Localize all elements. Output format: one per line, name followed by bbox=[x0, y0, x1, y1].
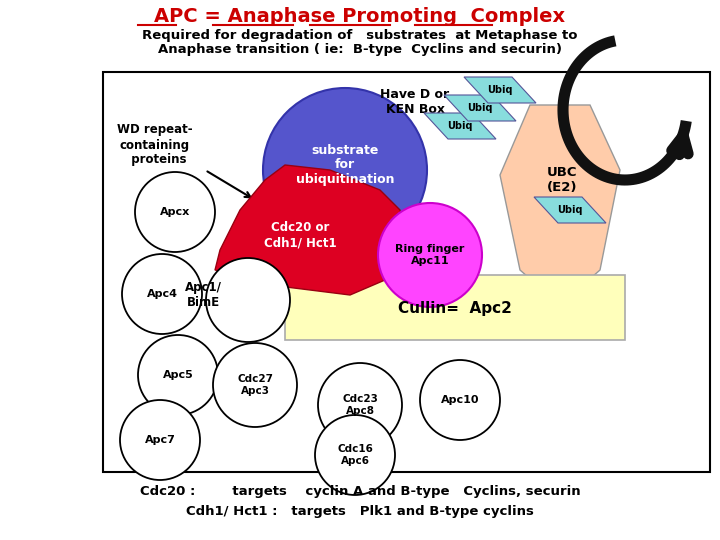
Text: Apc1/
BimE: Apc1/ BimE bbox=[184, 281, 222, 309]
Text: Ubiq: Ubiq bbox=[557, 205, 582, 215]
Text: Apcx: Apcx bbox=[160, 207, 190, 217]
Circle shape bbox=[206, 258, 290, 342]
Text: Ubiq: Ubiq bbox=[467, 103, 492, 113]
Text: APC = Anaphase Promoting  Complex: APC = Anaphase Promoting Complex bbox=[154, 6, 566, 25]
Bar bbox=[285, 275, 625, 340]
Polygon shape bbox=[215, 165, 405, 295]
Circle shape bbox=[122, 254, 202, 334]
Polygon shape bbox=[534, 197, 606, 223]
Text: Apc10: Apc10 bbox=[441, 395, 480, 405]
Circle shape bbox=[213, 343, 297, 427]
Text: Apc5: Apc5 bbox=[163, 370, 194, 380]
Text: Cdc20 :        targets    cyclin A and B-type   Cyclins, securin: Cdc20 : targets cyclin A and B-type Cycl… bbox=[140, 485, 580, 498]
Text: Cdc27
Apc3: Cdc27 Apc3 bbox=[237, 374, 273, 396]
Polygon shape bbox=[464, 77, 536, 103]
Circle shape bbox=[135, 172, 215, 252]
Text: Ring finger
Apc11: Ring finger Apc11 bbox=[395, 244, 464, 266]
Circle shape bbox=[420, 360, 500, 440]
Text: Apc4: Apc4 bbox=[146, 289, 178, 299]
Text: UBC
(E2): UBC (E2) bbox=[546, 166, 577, 194]
Text: Ubiq: Ubiq bbox=[447, 121, 473, 131]
Text: WD repeat-
containing
  proteins: WD repeat- containing proteins bbox=[117, 124, 193, 166]
Text: Have D or
KEN Box: Have D or KEN Box bbox=[380, 88, 449, 116]
Text: Cdc16
Apc6: Cdc16 Apc6 bbox=[337, 444, 373, 466]
Circle shape bbox=[120, 400, 200, 480]
Circle shape bbox=[315, 415, 395, 495]
Circle shape bbox=[318, 363, 402, 447]
Circle shape bbox=[378, 203, 482, 307]
Text: Apc7: Apc7 bbox=[145, 435, 176, 445]
Bar bbox=[103, 72, 710, 472]
Text: Cullin=  Apc2: Cullin= Apc2 bbox=[398, 300, 512, 315]
Text: Required for degradation of   substrates  at Metaphase to: Required for degradation of substrates a… bbox=[143, 29, 577, 42]
Circle shape bbox=[263, 88, 427, 252]
Circle shape bbox=[138, 335, 218, 415]
Polygon shape bbox=[424, 113, 496, 139]
Polygon shape bbox=[444, 95, 516, 121]
Text: Cdc23
Apc8: Cdc23 Apc8 bbox=[342, 394, 378, 416]
Text: Anaphase transition ( ie:  B-type  Cyclins and securin): Anaphase transition ( ie: B-type Cyclins… bbox=[158, 44, 562, 57]
Text: Cdh1/ Hct1 :   targets   Plk1 and B-type cyclins: Cdh1/ Hct1 : targets Plk1 and B-type cyc… bbox=[186, 505, 534, 518]
Text: Ubiq: Ubiq bbox=[487, 85, 513, 95]
Text: substrate
for
ubiquitination: substrate for ubiquitination bbox=[296, 144, 395, 186]
Text: Cdc20 or
Cdh1/ Hct1: Cdc20 or Cdh1/ Hct1 bbox=[264, 221, 336, 249]
Polygon shape bbox=[500, 105, 620, 305]
